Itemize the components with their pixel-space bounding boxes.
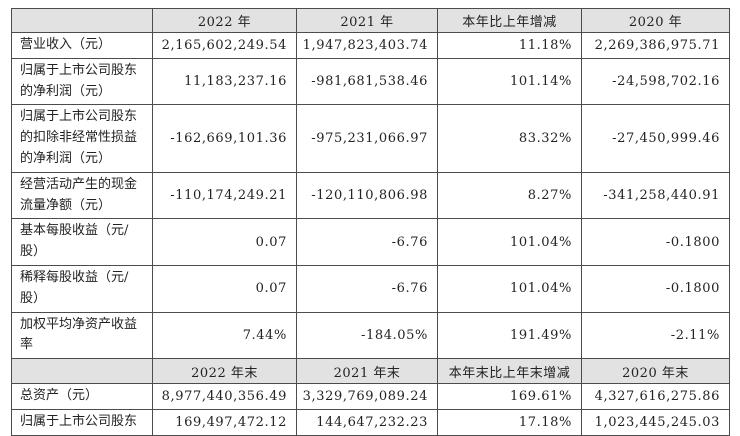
cell-2022: 2,165,602,249.54 bbox=[152, 32, 297, 59]
cell-2021: -120,110,806.98 bbox=[296, 171, 438, 220]
annual-header-row: 2022 年 2021 年 本年比上年增减 2020 年 bbox=[11, 8, 730, 33]
cell-2020: -24,598,702.16 bbox=[581, 57, 730, 106]
cell-2021: 3,329,769,089.24 bbox=[296, 383, 438, 410]
cell-2022: 0.07 bbox=[152, 264, 297, 313]
cell-change: 101.04% bbox=[437, 218, 582, 266]
table-row-revenue: 营业收入（元） 2,165,602,249.54 1,947,823,403.7… bbox=[11, 32, 730, 59]
cell-change: 83.32% bbox=[437, 104, 582, 173]
cell-2021: -6.76 bbox=[296, 264, 438, 313]
row-label: 归属于上市公司股东的净利润（元） bbox=[11, 57, 153, 106]
cell-2021: 1,947,823,403.74 bbox=[296, 32, 438, 59]
cell-2021: -981,681,538.46 bbox=[296, 57, 438, 106]
financial-summary-table: 2022 年 2021 年 本年比上年增减 2020 年 营业收入（元） 2,1… bbox=[11, 8, 730, 436]
cell-change: 169.61% bbox=[437, 383, 582, 410]
column-header-2021-end: 2021 年末 bbox=[296, 358, 438, 385]
table-row-basic-eps: 基本每股收益（元/股） 0.07 -6.76 101.04% -0.1800 bbox=[11, 218, 730, 266]
corner-cell bbox=[11, 358, 153, 385]
table-row-net-assets: 归属于上市公司股东 169,497,472.12 144,647,232.23 … bbox=[11, 408, 730, 436]
cell-change: 191.49% bbox=[437, 311, 582, 360]
row-label: 经营活动产生的现金流量净额（元） bbox=[11, 171, 153, 220]
table-row-net-profit-deducted: 归属于上市公司股东的扣除非经常性损益的净利润（元） -162,669,101.3… bbox=[11, 104, 730, 173]
cell-2020: -0.1800 bbox=[581, 264, 730, 313]
row-label: 归属于上市公司股东的扣除非经常性损益的净利润（元） bbox=[11, 104, 153, 173]
column-header-change: 本年比上年增减 bbox=[437, 8, 582, 33]
row-label: 稀释每股收益（元/股） bbox=[11, 264, 153, 313]
corner-cell bbox=[11, 8, 153, 33]
cell-2021: -184.05% bbox=[296, 311, 438, 360]
row-label: 营业收入（元） bbox=[11, 32, 153, 59]
cell-2020: -341,258,440.91 bbox=[581, 171, 730, 220]
table-row-operating-cash-flow: 经营活动产生的现金流量净额（元） -110,174,249.21 -120,11… bbox=[11, 171, 730, 220]
cell-2022: -110,174,249.21 bbox=[152, 171, 297, 220]
column-header-2020: 2020 年 bbox=[581, 8, 730, 33]
year-end-header-row: 2022 年末 2021 年末 本年末比上年末增减 2020 年末 bbox=[11, 358, 730, 385]
cell-2022: 8,977,440,356.49 bbox=[152, 383, 297, 410]
row-label: 加权平均净资产收益率 bbox=[11, 311, 153, 360]
cell-2022: 0.07 bbox=[152, 218, 297, 266]
column-header-2020-end: 2020 年末 bbox=[581, 358, 730, 385]
cell-2021: -975,231,066.97 bbox=[296, 104, 438, 173]
row-label: 基本每股收益（元/股） bbox=[11, 218, 153, 266]
table-row-net-profit: 归属于上市公司股东的净利润（元） 11,183,237.16 -981,681,… bbox=[11, 57, 730, 106]
cell-2021: 144,647,232.23 bbox=[296, 408, 438, 436]
column-header-2022: 2022 年 bbox=[152, 8, 297, 33]
cell-change: 101.04% bbox=[437, 264, 582, 313]
cell-change: 11.18% bbox=[437, 32, 582, 59]
financial-summary: 2022 年 2021 年 本年比上年增减 2020 年 营业收入（元） 2,1… bbox=[11, 8, 730, 436]
cell-2020: 4,327,616,275.86 bbox=[581, 383, 730, 410]
table-row-total-assets: 总资产（元） 8,977,440,356.49 3,329,769,089.24… bbox=[11, 383, 730, 410]
table-row-diluted-eps: 稀释每股收益（元/股） 0.07 -6.76 101.04% -0.1800 bbox=[11, 264, 730, 313]
cell-change: 8.27% bbox=[437, 171, 582, 220]
cell-change: 101.14% bbox=[437, 57, 582, 106]
cell-2022: -162,669,101.36 bbox=[152, 104, 297, 173]
column-header-change-end: 本年末比上年末增减 bbox=[437, 358, 582, 385]
cell-2020: 1,023,445,245.03 bbox=[581, 408, 730, 436]
cell-2020: -0.1800 bbox=[581, 218, 730, 266]
cell-2022: 11,183,237.16 bbox=[152, 57, 297, 106]
cell-2021: -6.76 bbox=[296, 218, 438, 266]
column-header-2021: 2021 年 bbox=[296, 8, 438, 33]
cell-2020: -2.11% bbox=[581, 311, 730, 360]
cell-2022: 7.44% bbox=[152, 311, 297, 360]
cell-2020: 2,269,386,975.71 bbox=[581, 32, 730, 59]
row-label: 总资产（元） bbox=[11, 383, 153, 410]
cell-change: 17.18% bbox=[437, 408, 582, 436]
row-label: 归属于上市公司股东 bbox=[11, 408, 153, 436]
cell-2022: 169,497,472.12 bbox=[152, 408, 297, 436]
column-header-2022-end: 2022 年末 bbox=[152, 358, 297, 385]
table-row-weighted-roe: 加权平均净资产收益率 7.44% -184.05% 191.49% -2.11% bbox=[11, 311, 730, 360]
cell-2020: -27,450,999.46 bbox=[581, 104, 730, 173]
